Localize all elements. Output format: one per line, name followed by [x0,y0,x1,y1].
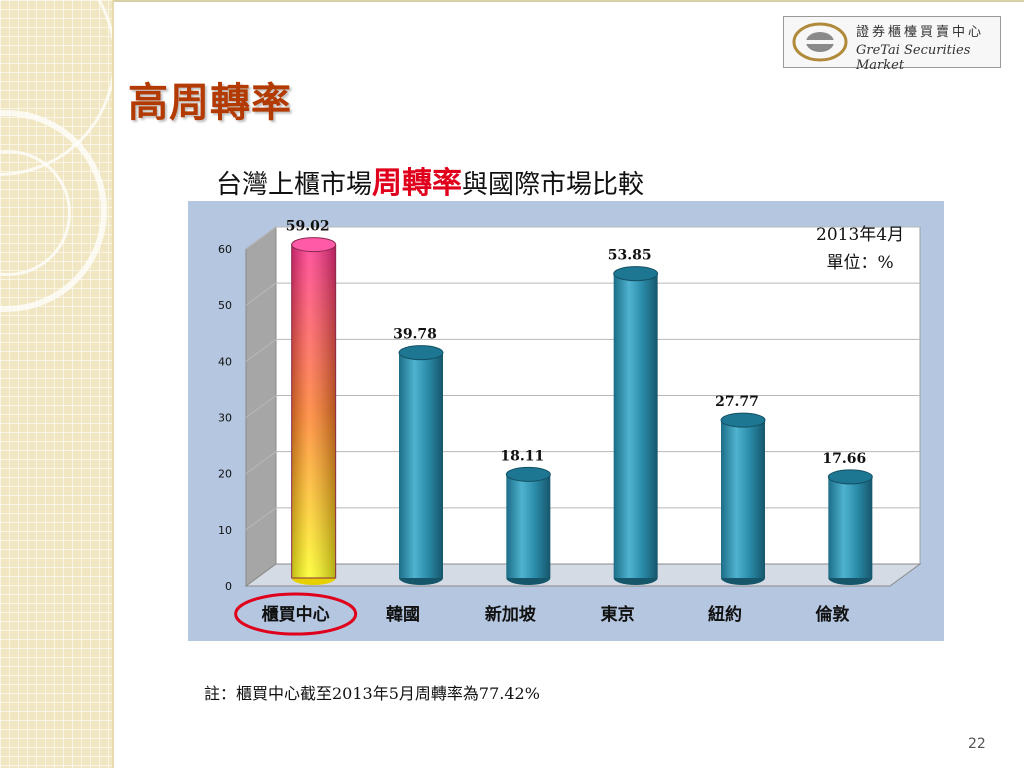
gridline [245,451,920,475]
bar-top [827,469,873,485]
bar-body [506,474,551,578]
gridline [245,507,920,531]
bar [827,469,873,585]
logo-text-chinese: 證券櫃檯買賣中心 [856,25,985,40]
logo-text-english: GreTai Securities Market [856,43,971,73]
slide-title: 高周轉率 [128,79,292,126]
side-divider [112,0,114,768]
y-tick-label: 50 [218,299,232,312]
chart-floor [244,563,922,587]
top-divider [112,0,1024,2]
category-label: 櫃買中心 [262,604,330,625]
annotation-date: 2013年4月 [816,225,905,245]
category-label: 韓國 [386,604,420,625]
bar [720,412,766,585]
y-tick-label: 40 [218,355,232,368]
chart-area: 0 10 20 30 40 50 60 59.02 櫃買中心 39.78 韓國 18.11 新加坡 53.… [188,201,944,641]
subtitle-highlight: 周轉率 [372,166,463,201]
category-label: 新加坡 [485,604,536,625]
decorative-side-panel [0,0,112,768]
bar-top [505,466,551,482]
bar-shade [291,244,336,578]
y-tick-label: 60 [218,243,232,256]
category-label: 紐約 [708,604,742,625]
gridline [245,338,920,362]
gridline [245,395,920,418]
bar-top [291,237,337,253]
highlight-circle [234,592,358,636]
bar-body [721,420,765,578]
annotation-unit: 單位：% [826,253,894,273]
data-label: 18.11 [500,448,544,464]
gretai-logo-icon [792,22,848,62]
bar [291,237,337,585]
bar [505,466,551,585]
subtitle-prefix: 台灣上櫃市場 [216,170,373,200]
bar-top [398,345,444,361]
subtitle-suffix: 與國際市場比較 [462,170,645,200]
bar-body [613,273,658,578]
gridline [245,282,920,306]
data-label: 17.66 [822,451,866,467]
bar [398,345,444,585]
data-label: 59.02 [286,219,330,235]
bar [613,266,659,585]
page-number: 22 [968,736,986,752]
category-label: 倫敦 [815,604,850,625]
category-label: 東京 [601,604,635,625]
bar-body [828,476,873,578]
chart-annotation: 2013年4月 單位：% [816,221,904,277]
bar-top [720,412,766,428]
bar-chart: 0 10 20 30 40 50 60 59.02 櫃買中心 39.78 韓國 18.11 新加坡 53.… [218,219,922,636]
y-tick-label: 0 [225,580,232,593]
chart-subtitle: 台灣上櫃市場周轉率與國際市場比較 [216,158,644,202]
gretai-logo: 證券櫃檯買賣中心 GreTai Securities Market [783,16,1001,73]
data-label: 53.85 [608,248,652,264]
y-tick-label: 20 [218,468,232,481]
gridline [245,226,920,250]
y-tick-label: 10 [218,524,232,537]
footnote: 註：櫃買中心截至2013年5月周轉率為77.42% [204,684,540,703]
data-label: 39.78 [393,327,437,343]
bar-body [399,352,443,578]
bar-top [613,266,659,282]
data-label: 27.77 [715,394,759,410]
y-tick-label: 30 [218,412,232,425]
